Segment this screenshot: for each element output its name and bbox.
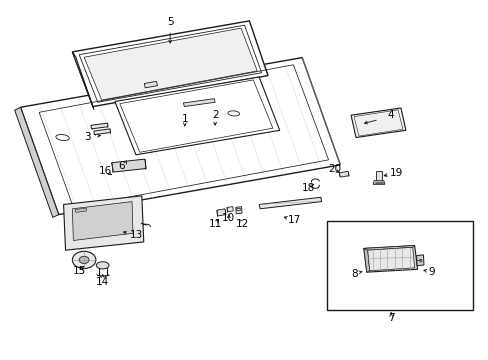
Polygon shape — [72, 21, 267, 107]
Text: 7: 7 — [387, 312, 394, 323]
Polygon shape — [91, 123, 108, 129]
Polygon shape — [216, 209, 225, 216]
Polygon shape — [259, 197, 321, 209]
Ellipse shape — [96, 262, 109, 269]
Circle shape — [72, 251, 96, 269]
Polygon shape — [339, 171, 348, 177]
Polygon shape — [111, 159, 146, 172]
Ellipse shape — [56, 135, 69, 140]
Polygon shape — [363, 246, 414, 250]
Text: 5: 5 — [166, 17, 173, 27]
Bar — [326, 221, 472, 310]
Text: 6: 6 — [118, 161, 124, 171]
Text: 15: 15 — [72, 266, 86, 276]
Polygon shape — [226, 207, 233, 212]
Circle shape — [79, 256, 89, 264]
Polygon shape — [416, 255, 423, 266]
Polygon shape — [363, 246, 417, 272]
Polygon shape — [20, 58, 340, 215]
Polygon shape — [63, 196, 143, 250]
Text: 3: 3 — [83, 132, 90, 142]
Polygon shape — [211, 125, 218, 135]
Text: 1: 1 — [181, 114, 188, 124]
Text: 18: 18 — [301, 183, 314, 193]
Text: 4: 4 — [387, 110, 394, 120]
Polygon shape — [375, 171, 382, 181]
Polygon shape — [363, 248, 369, 272]
Polygon shape — [115, 77, 279, 155]
Polygon shape — [84, 28, 257, 100]
Polygon shape — [15, 107, 59, 217]
Polygon shape — [144, 81, 157, 88]
Polygon shape — [75, 208, 86, 212]
Text: 10: 10 — [222, 213, 235, 223]
Text: 13: 13 — [129, 230, 142, 240]
Ellipse shape — [227, 111, 239, 116]
Text: 16: 16 — [98, 166, 112, 176]
Polygon shape — [183, 99, 215, 107]
Text: 11: 11 — [208, 219, 222, 229]
Text: 2: 2 — [211, 110, 218, 120]
Text: 17: 17 — [287, 215, 301, 225]
Polygon shape — [72, 52, 94, 109]
Text: 12: 12 — [235, 219, 249, 229]
Polygon shape — [209, 135, 221, 139]
Text: 14: 14 — [96, 276, 109, 287]
Text: 20: 20 — [328, 164, 341, 174]
Polygon shape — [367, 247, 414, 271]
Polygon shape — [72, 202, 133, 240]
Text: 19: 19 — [388, 168, 402, 178]
Polygon shape — [235, 207, 242, 214]
Polygon shape — [372, 181, 384, 184]
Text: 8: 8 — [351, 269, 358, 279]
Polygon shape — [94, 129, 110, 135]
Polygon shape — [350, 108, 405, 138]
Text: 9: 9 — [427, 267, 434, 277]
